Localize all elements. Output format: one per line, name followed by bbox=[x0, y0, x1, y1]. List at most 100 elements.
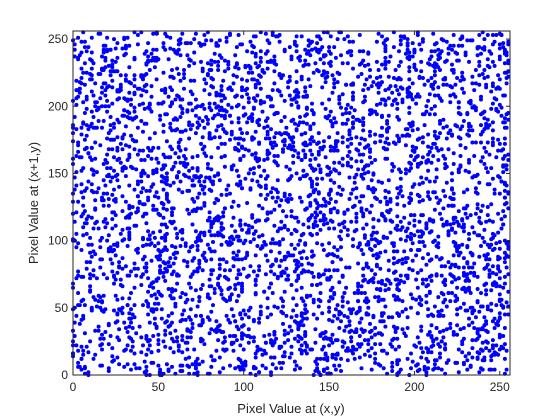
scatter-point bbox=[475, 206, 480, 211]
scatter-point bbox=[490, 264, 495, 269]
scatter-point bbox=[359, 72, 364, 76]
scatter-point bbox=[376, 254, 381, 259]
scatter-point bbox=[470, 128, 475, 133]
scatter-point bbox=[320, 176, 325, 181]
scatter-point bbox=[265, 152, 270, 157]
scatter-point bbox=[385, 147, 390, 152]
scatter-point bbox=[380, 113, 384, 118]
scatter-point bbox=[398, 42, 403, 47]
scatter-point bbox=[224, 187, 229, 192]
scatter-point bbox=[395, 283, 400, 287]
scatter-point bbox=[240, 316, 244, 321]
scatter-point bbox=[354, 330, 359, 334]
scatter-point bbox=[269, 264, 273, 269]
scatter-point bbox=[480, 203, 485, 208]
scatter-point bbox=[398, 85, 403, 90]
scatter-point bbox=[303, 58, 308, 63]
scatter-point bbox=[170, 213, 174, 218]
scatter-point bbox=[378, 74, 383, 79]
scatter-point bbox=[267, 332, 272, 337]
scatter-point bbox=[340, 61, 345, 66]
scatter-point bbox=[337, 184, 342, 189]
scatter-point bbox=[451, 330, 456, 334]
scatter-point bbox=[405, 315, 410, 320]
scatter-point bbox=[197, 179, 202, 184]
scatter-point bbox=[361, 176, 366, 181]
scatter-point bbox=[240, 77, 244, 82]
scatter-point bbox=[257, 268, 262, 273]
scatter-point bbox=[139, 158, 144, 162]
scatter-point bbox=[506, 272, 511, 277]
scatter-point bbox=[187, 168, 192, 173]
scatter-point bbox=[159, 293, 164, 298]
scatter-point bbox=[480, 348, 485, 353]
scatter-point bbox=[438, 351, 442, 356]
scatter-point bbox=[105, 276, 110, 281]
scatter-point bbox=[161, 274, 166, 279]
scatter-point bbox=[272, 207, 277, 212]
scatter-point bbox=[221, 78, 226, 83]
scatter-point bbox=[369, 335, 374, 340]
scatter-point bbox=[212, 249, 217, 254]
scatter-point bbox=[497, 46, 502, 51]
scatter-point bbox=[110, 58, 115, 63]
scatter-point bbox=[373, 360, 378, 365]
scatter-point bbox=[339, 229, 343, 234]
scatter-point bbox=[253, 366, 258, 371]
scatter-point bbox=[332, 81, 337, 86]
scatter-point bbox=[175, 272, 180, 277]
scatter-point bbox=[475, 336, 480, 341]
scatter-point bbox=[115, 89, 120, 94]
scatter-point bbox=[376, 31, 381, 36]
scatter-point bbox=[294, 363, 299, 368]
scatter-point bbox=[168, 346, 173, 351]
scatter-point bbox=[480, 340, 485, 345]
scatter-point bbox=[82, 303, 87, 308]
scatter-point bbox=[251, 96, 256, 101]
scatter-point bbox=[115, 69, 120, 74]
scatter-point bbox=[426, 350, 431, 355]
scatter-point bbox=[356, 167, 361, 172]
scatter-point bbox=[79, 125, 84, 130]
scatter-point bbox=[98, 143, 103, 148]
scatter-point bbox=[349, 141, 354, 146]
scatter-point bbox=[246, 116, 251, 121]
scatter-point bbox=[362, 94, 367, 99]
scatter-point bbox=[380, 211, 384, 216]
scatter-point bbox=[269, 141, 273, 146]
scatter-point bbox=[484, 219, 489, 224]
scatter-point bbox=[130, 339, 135, 344]
scatter-point bbox=[164, 362, 169, 367]
scatter-point bbox=[175, 127, 180, 132]
scatter-point bbox=[494, 284, 499, 289]
scatter-point bbox=[386, 59, 391, 64]
scatter-point bbox=[91, 268, 96, 273]
scatter-point bbox=[101, 81, 106, 86]
scatter-point bbox=[366, 62, 371, 67]
scatter-point bbox=[501, 209, 506, 214]
scatter-point bbox=[274, 199, 279, 204]
scatter-point bbox=[439, 49, 444, 54]
scatter-point bbox=[106, 104, 111, 109]
scatter-point bbox=[434, 336, 439, 341]
scatter-point bbox=[219, 105, 224, 110]
scatter-point bbox=[463, 168, 468, 173]
scatter-point bbox=[281, 237, 285, 242]
scatter-point bbox=[429, 273, 434, 278]
scatter-point bbox=[455, 51, 460, 56]
scatter-point bbox=[461, 285, 466, 290]
scatter-point bbox=[178, 244, 183, 248]
scatter-point bbox=[364, 207, 369, 212]
scatter-point bbox=[229, 223, 234, 228]
scatter-point bbox=[98, 245, 103, 250]
scatter-point bbox=[91, 61, 96, 66]
scatter-point bbox=[315, 316, 320, 321]
scatter-point bbox=[420, 256, 425, 261]
scatter-point bbox=[432, 129, 437, 134]
scatter-point bbox=[192, 207, 197, 212]
scatter-point bbox=[506, 39, 511, 44]
scatter-point bbox=[222, 335, 227, 340]
scatter-point bbox=[327, 299, 332, 304]
scatter-point bbox=[178, 53, 183, 58]
scatter-point bbox=[243, 176, 248, 181]
